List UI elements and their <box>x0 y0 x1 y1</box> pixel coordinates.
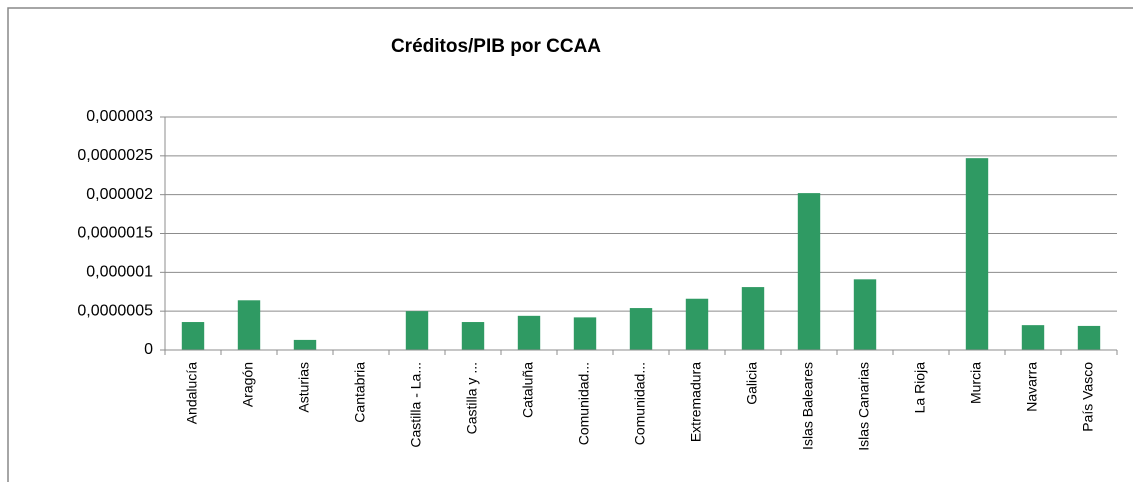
x-tick-label: Extremadura <box>688 362 704 442</box>
x-tick-label: Cantabria <box>352 362 368 423</box>
y-tick-label: 0,000003 <box>86 108 153 125</box>
x-tick-label: Castilla - La... <box>408 362 424 448</box>
bar <box>293 339 317 350</box>
x-tick-label: La Rioja <box>912 362 928 414</box>
x-tick-label: Cataluña <box>520 362 536 418</box>
y-tick-label: 0,0000015 <box>77 225 153 242</box>
y-tick-label: 0,0000005 <box>77 302 153 319</box>
bar <box>1021 325 1045 350</box>
bar <box>405 311 429 350</box>
y-tick-label: 0 <box>144 341 153 358</box>
bar <box>685 298 709 350</box>
y-tick-label: 0,0000025 <box>77 147 153 164</box>
bar <box>237 300 261 350</box>
x-tick-label: Murcia <box>968 362 984 404</box>
x-tick-label: Comunidad... <box>632 362 648 445</box>
x-tick-label: Islas Baleares <box>800 362 816 450</box>
bar <box>1077 325 1101 350</box>
bar <box>797 193 821 350</box>
bar <box>517 315 541 350</box>
x-tick-label: Aragón <box>240 362 256 407</box>
x-tick-label: Asturias <box>296 362 312 413</box>
x-tick-label: Galicia <box>744 362 760 405</box>
x-tick-label: Navarra <box>1024 362 1040 412</box>
x-tick-label: País Vasco <box>1080 362 1096 432</box>
bar <box>181 322 205 350</box>
frame <box>7 7 1133 482</box>
bar <box>853 279 877 350</box>
bar <box>965 158 989 350</box>
bar <box>461 322 485 350</box>
bar <box>629 308 653 350</box>
x-tick-label: Castilla y ... <box>464 362 480 434</box>
chart-title: Créditos/PIB por CCAA <box>391 36 601 57</box>
x-tick-label: Comunidad... <box>576 362 592 445</box>
x-tick-label: Andalucía <box>184 362 200 424</box>
bar <box>573 317 597 350</box>
y-tick-label: 0,000002 <box>86 186 153 203</box>
x-tick-label: Islas Canarias <box>856 362 872 451</box>
y-tick-label: 0,000001 <box>86 264 153 281</box>
bar <box>741 287 765 350</box>
